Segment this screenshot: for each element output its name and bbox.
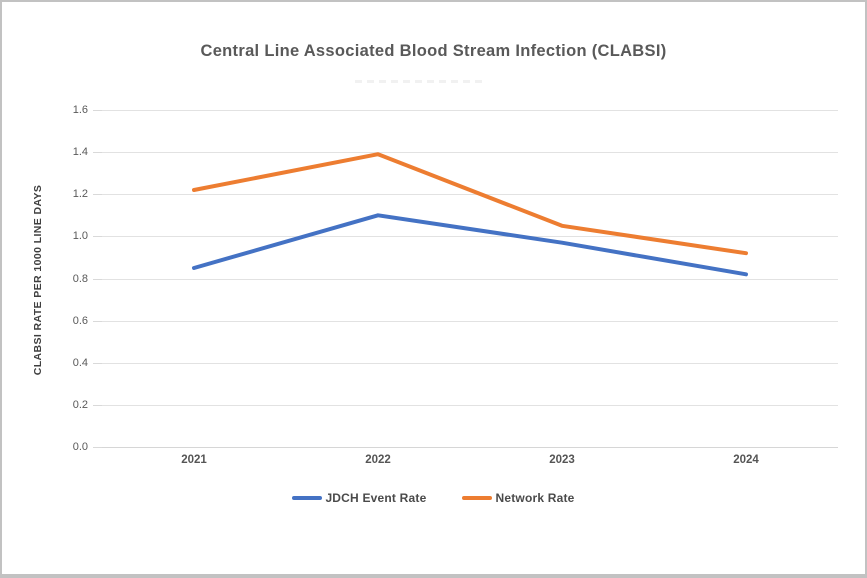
legend-swatch <box>462 496 493 500</box>
series-line-network-rate <box>192 152 748 256</box>
y-axis-tick-label: 1.6 <box>72 104 88 116</box>
y-axis-tick-label: 1.4 <box>72 146 88 159</box>
series-plot <box>192 152 748 277</box>
x-axis-tick-label: 2023 <box>549 454 575 466</box>
gridline <box>102 404 838 406</box>
legend-label: Network Rate <box>495 491 575 505</box>
x-axis-tick-label: 2021 <box>181 454 207 466</box>
legend: JDCH Event Rate Network Rate <box>2 491 865 505</box>
y-axis-tick-mark <box>93 110 102 111</box>
y-axis-tick-mark <box>93 194 102 196</box>
faded-subtitle-remnant <box>355 80 485 83</box>
legend-label: JDCH Event Rate <box>325 491 427 505</box>
gridline <box>102 152 838 154</box>
y-axis-tick-label: 0.6 <box>72 314 88 327</box>
y-axis-tick-mark <box>93 362 102 364</box>
y-axis-tick-label: 0.0 <box>72 441 88 453</box>
gridline <box>102 278 838 280</box>
gridline <box>102 236 838 238</box>
x-axis-tick-label: 2024 <box>733 454 759 466</box>
y-axis-tick-label: 0.8 <box>72 272 88 285</box>
y-axis-tick-label: 1.0 <box>72 230 88 243</box>
x-axis-tick-label: 2022 <box>365 454 391 466</box>
y-axis-tick-label: 1.2 <box>72 188 88 201</box>
legend-item-jdch-event-rate: JDCH Event Rate <box>292 491 426 505</box>
gridline <box>102 447 838 448</box>
legend-swatch <box>292 496 323 500</box>
gridline <box>102 320 838 322</box>
y-axis-tick-mark <box>93 320 102 322</box>
series-line-jdch-event-rate <box>192 213 748 277</box>
y-axis-tick-label: 0.2 <box>72 398 88 411</box>
y-axis-tick-mark <box>93 152 102 154</box>
legend-item-network-rate: Network Rate <box>462 491 574 505</box>
y-axis-tick-mark <box>93 447 102 448</box>
gridline <box>102 194 838 196</box>
gridline <box>102 362 838 364</box>
gridline <box>102 110 838 111</box>
y-axis-tick-mark <box>93 236 102 238</box>
y-axis-tick-mark <box>93 404 102 406</box>
chart-title: Central Line Associated Blood Stream Inf… <box>200 42 667 60</box>
y-axis-tick-label: 0.4 <box>72 356 88 369</box>
y-axis-tick-mark <box>93 278 102 280</box>
